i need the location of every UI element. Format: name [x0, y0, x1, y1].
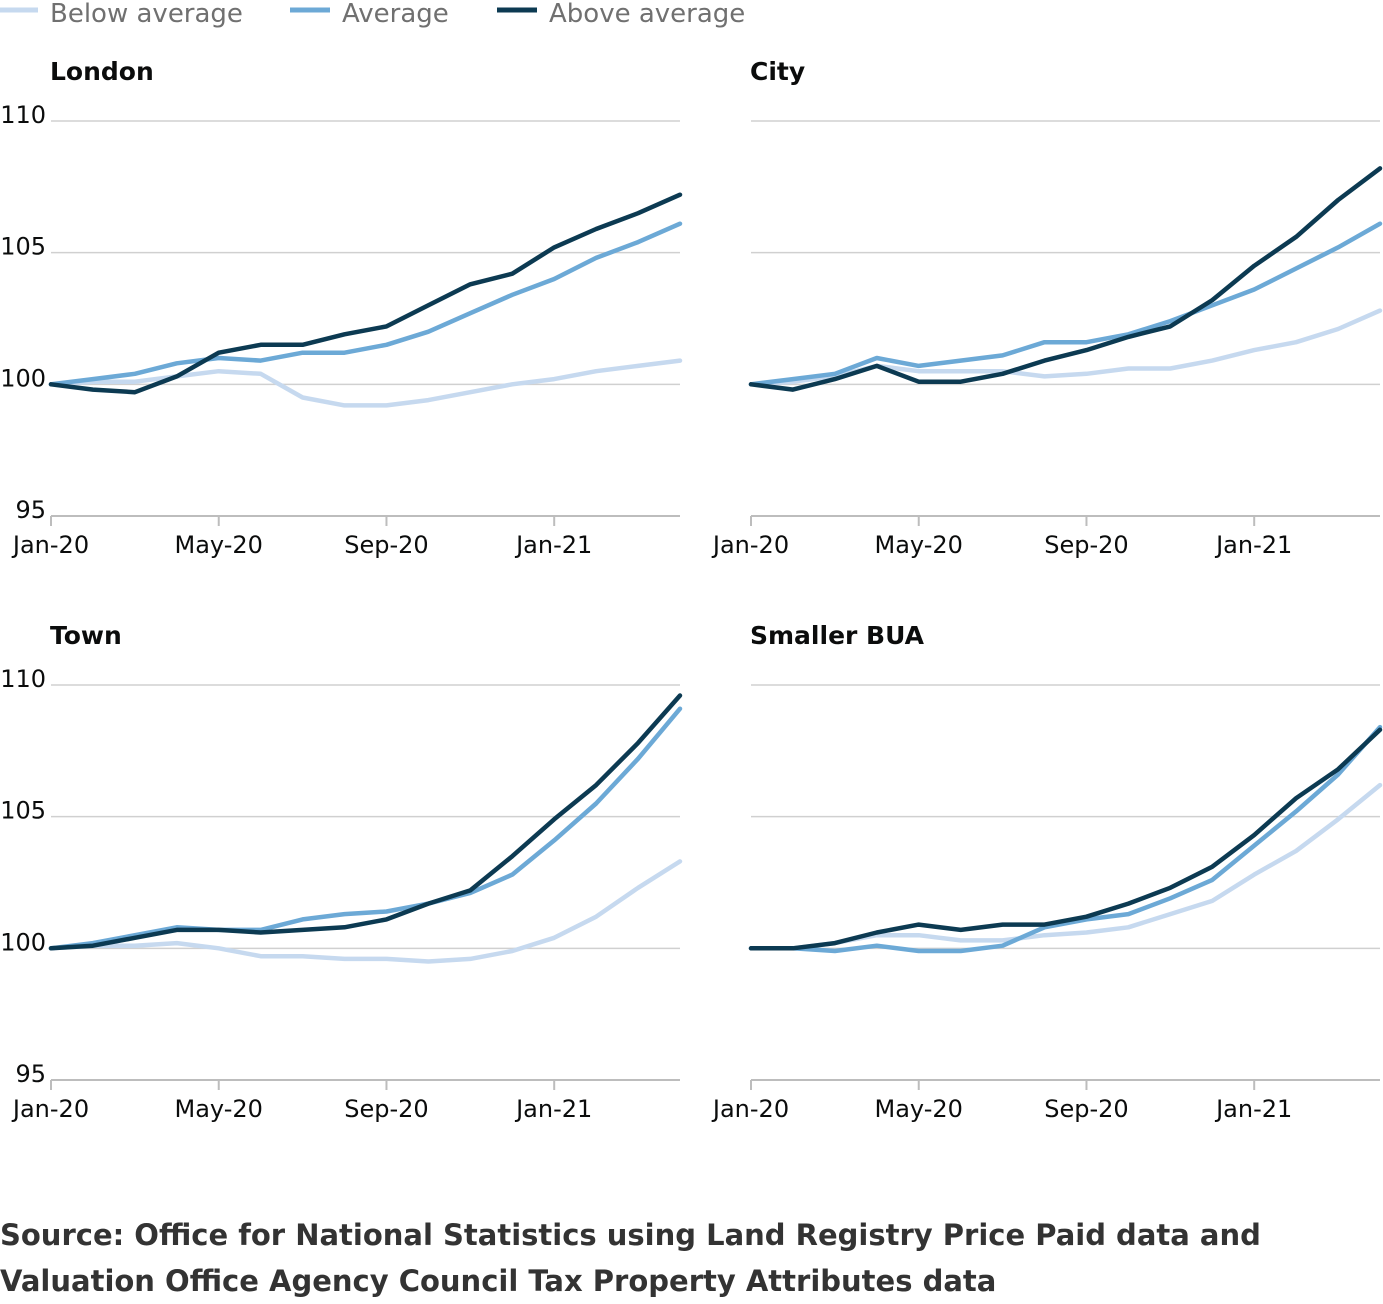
y-tick-label: 110 [0, 101, 46, 129]
legend-label-average: Average [342, 0, 449, 29]
x-tick-label: Sep-20 [344, 531, 428, 559]
series-line-above-average [748, 727, 1383, 951]
legend-label-above-average: Above average [549, 0, 745, 29]
series-line-average [748, 221, 1383, 387]
x-tick-label: Jan-20 [11, 1095, 89, 1123]
x-tick-label: May-20 [875, 1095, 963, 1123]
panel-london: London 95 100 105 110 Jan-20 May-20 Sep-20 Jan-… [0, 57, 683, 559]
y-tick-label: 110 [0, 665, 46, 693]
x-tick-label: Jan-21 [514, 531, 592, 559]
chart-legend: Below average Average Above average [0, 0, 745, 29]
y-tick-label: 105 [0, 233, 46, 261]
series-line-below-average [48, 859, 683, 964]
series-line-above-average [48, 693, 683, 951]
panel-smaller-bua: Smaller BUA Jan-20 May-20 Sep-20 Jan-21 [711, 621, 1383, 1123]
x-tick-label: Jan-21 [1214, 531, 1292, 559]
series-line-below-average [748, 308, 1383, 387]
panel-title: London [50, 57, 154, 86]
y-tick-label: 100 [0, 364, 46, 392]
x-tick-label: Jan-21 [514, 1095, 592, 1123]
y-tick-label: 95 [15, 496, 46, 524]
x-tick-label: May-20 [175, 1095, 263, 1123]
y-tick-label: 100 [0, 928, 46, 956]
x-tick-label: Sep-20 [1044, 531, 1128, 559]
series-line-above-average [748, 166, 1383, 392]
panel-title: City [750, 57, 805, 86]
panel-city: City Jan-20 May-20 Sep-20 Jan-21 [711, 57, 1383, 559]
source-note: Source: Office for National Statistics u… [0, 1218, 1261, 1298]
y-tick-label: 95 [15, 1060, 46, 1088]
x-tick-label: Jan-21 [1214, 1095, 1292, 1123]
x-tick-label: May-20 [175, 531, 263, 559]
panel-title: Town [50, 621, 122, 650]
x-tick-label: May-20 [875, 531, 963, 559]
x-tick-label: Jan-20 [711, 1095, 789, 1123]
series-line-below-average [48, 358, 683, 408]
x-tick-label: Sep-20 [1044, 1095, 1128, 1123]
x-tick-label: Sep-20 [344, 1095, 428, 1123]
x-tick-label: Jan-20 [11, 531, 89, 559]
x-tick-label: Jan-20 [711, 531, 789, 559]
series-line-above-average [48, 192, 683, 395]
series-line-average [48, 221, 683, 387]
small-multiples-line-chart: Below average Average Above average Lond… [0, 0, 1383, 1123]
series-line-average [748, 724, 1383, 954]
y-tick-label: 105 [0, 797, 46, 825]
panel-town: Town 95 100 105 110 Jan-20 May-20 Sep-20 Jan-21 [0, 621, 683, 1123]
legend-label-below-average: Below average [50, 0, 243, 29]
series-line-average [48, 706, 683, 951]
panel-title: Smaller BUA [750, 621, 925, 650]
